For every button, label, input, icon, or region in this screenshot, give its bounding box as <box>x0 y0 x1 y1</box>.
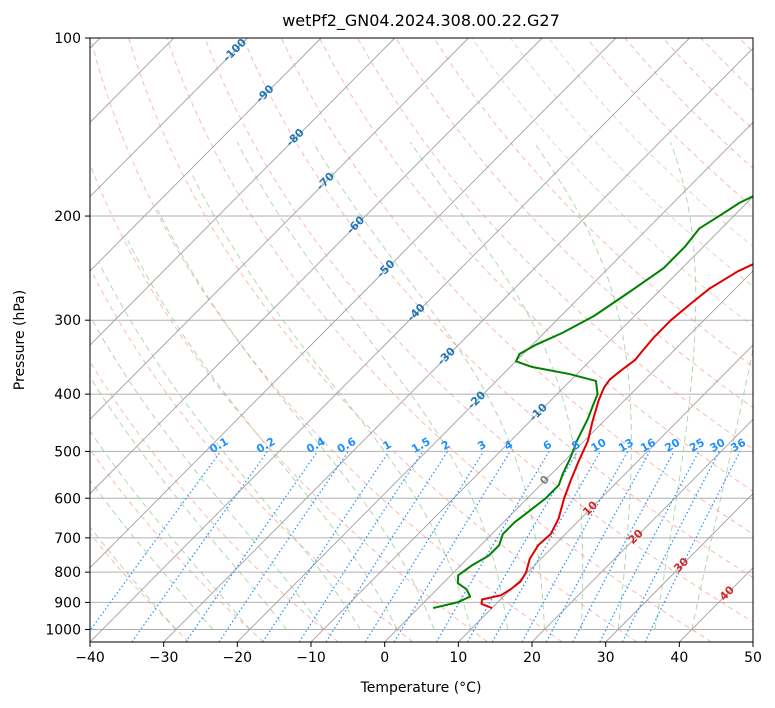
y-tick-label: 300 <box>54 313 81 329</box>
dry-adiabat <box>90 360 339 642</box>
plot-area <box>90 38 753 642</box>
x-tick-label: 10 <box>449 650 467 666</box>
plot-background <box>90 38 753 642</box>
profile-series <box>432 195 753 610</box>
skewed-isotherm <box>90 38 322 272</box>
skewed-isotherm <box>310 196 753 642</box>
chart-title: wetPf2_GN04.2024.308.00.22.G27 <box>282 11 560 31</box>
dry-adiabat <box>509 38 753 287</box>
skewed-isotherm <box>531 418 753 642</box>
x-axis-ticks: −40 −30 −20 −10 0 10 20 30 40 50 <box>75 642 762 666</box>
y-tick-label: 100 <box>54 31 81 47</box>
moist-adiabat <box>691 346 753 630</box>
x-tick-label: 20 <box>523 650 541 666</box>
mixing-ratio-line <box>545 451 651 642</box>
x-tick-label: −20 <box>223 650 253 666</box>
skewed-isotherm <box>90 38 617 569</box>
y-tick-label: 1000 <box>45 622 81 638</box>
x-axis-title: Temperature (°C) <box>360 680 482 696</box>
skewed-isotherm <box>90 38 469 420</box>
dry-adiabat <box>471 38 753 327</box>
dry-adiabat <box>90 532 190 642</box>
dry-adiabat <box>395 38 753 409</box>
x-tick-label: 40 <box>670 650 688 666</box>
moist-adiabat <box>312 141 545 630</box>
mixing-ratio-lines <box>90 451 741 642</box>
dry-adiabat <box>90 38 563 642</box>
skewed-isotherm <box>90 38 690 642</box>
mixing-ratio-line <box>644 451 741 642</box>
skewed-isotherm <box>163 47 753 642</box>
mixing-ratio-line <box>325 451 449 642</box>
y-tick-label: 700 <box>54 531 81 547</box>
mixing-ratio-line <box>90 451 222 632</box>
moist-adiabat <box>654 141 697 630</box>
moist-adiabat <box>90 315 324 630</box>
dry-adiabat <box>90 162 488 642</box>
skewed-isotherm <box>90 38 396 346</box>
skewed-isotherm <box>605 492 753 642</box>
x-tick-label: −10 <box>296 650 326 666</box>
x-tick-label: 0 <box>380 650 389 666</box>
x-tick-label: 30 <box>597 650 615 666</box>
temperature-profile-line <box>480 263 753 609</box>
mixing-ratio-line <box>393 451 511 642</box>
dry-adiabat <box>166 38 712 642</box>
plot-frame <box>89 37 754 643</box>
moist-adiabat <box>90 376 288 630</box>
y-tick-label: 500 <box>54 444 81 460</box>
skewed-isotherm <box>90 38 543 495</box>
mixing-ratio-line <box>185 451 319 642</box>
dry-adiabat <box>128 38 638 642</box>
skewed-isotherm <box>237 121 753 642</box>
y-axis-title: Pressure (hPa) <box>12 290 28 390</box>
y-tick-label: 200 <box>54 209 81 225</box>
y-tick-label: 900 <box>54 595 81 611</box>
moist-adiabat <box>191 174 472 630</box>
skewed-isotherm <box>384 270 753 642</box>
mixing-ratio-line <box>621 451 720 642</box>
moist-adiabat <box>157 209 435 630</box>
mixing-ratio-line <box>521 451 629 642</box>
dry-adiabats <box>90 38 753 642</box>
dry-adiabat <box>357 38 753 450</box>
mixing-ratio-line <box>364 451 485 642</box>
skewed-isotherms <box>90 38 753 642</box>
skewed-isotherm <box>458 344 753 642</box>
mixing-ratio-line <box>298 451 424 642</box>
skewed-isotherm <box>752 641 753 642</box>
moist-adiabat <box>98 262 361 630</box>
mixing-ratio-line <box>218 451 349 642</box>
skewed-isotherm <box>90 38 248 198</box>
x-tick-label: −40 <box>75 650 105 666</box>
y-tick-label: 400 <box>54 387 81 403</box>
moist-adiabat <box>90 479 214 630</box>
y-axis-ticks: 100 200 300 400 500 600 700 800 900 1000 <box>45 31 90 638</box>
dewpoint-profile-line <box>432 195 753 610</box>
moist-adiabat <box>90 430 251 630</box>
mixing-ratio-line <box>491 451 601 642</box>
dry-adiabat <box>204 38 753 623</box>
x-tick-label: 50 <box>744 650 762 666</box>
y-tick-label: 800 <box>54 565 81 581</box>
mixing-ratio-line <box>131 451 269 642</box>
x-tick-label: −30 <box>149 650 179 666</box>
y-tick-label: 600 <box>54 491 81 507</box>
mixing-ratio-line <box>262 451 390 642</box>
